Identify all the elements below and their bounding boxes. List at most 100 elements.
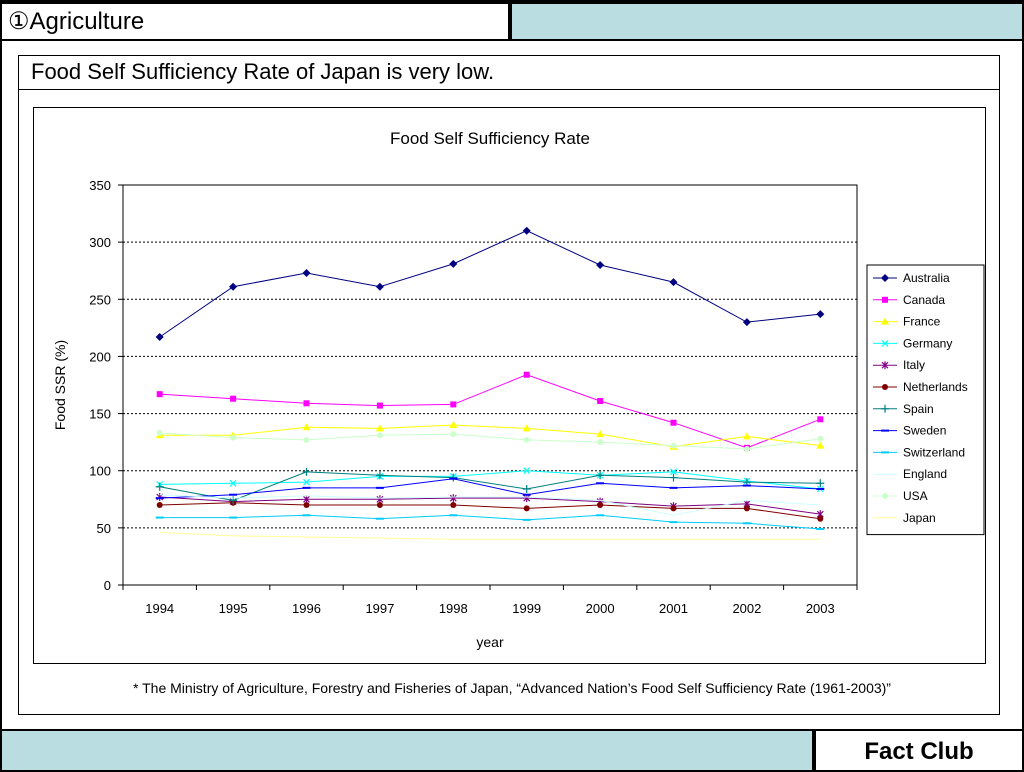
series-line-france	[159, 424, 821, 448]
footer-bar	[2, 731, 812, 770]
x-tick-label: 1998	[439, 601, 468, 616]
series-line-canada	[159, 374, 821, 449]
x-tick-label: 2001	[659, 601, 688, 616]
legend-marker-france	[881, 317, 889, 325]
y-tick-label: 300	[89, 235, 111, 250]
legend-label-france: France	[903, 315, 941, 329]
data-point-netherlands	[450, 502, 457, 508]
x-tick-label: 1997	[365, 601, 394, 616]
footer-brand: Fact Club	[864, 738, 974, 765]
data-point-canada	[670, 419, 677, 426]
data-point-france	[302, 423, 311, 431]
data-point-france	[375, 424, 384, 432]
header-left-bar	[2, 4, 508, 39]
series-line-england	[159, 494, 821, 516]
slide-headline-box: Food Self Sufficiency Rate of Japan is v…	[19, 56, 999, 90]
data-point-canada	[817, 416, 824, 423]
data-point-france	[596, 430, 605, 438]
footer-brand-box	[816, 731, 1022, 770]
slide-headline: Food Self Sufficiency Rate of Japan is v…	[31, 59, 495, 84]
data-point-canada	[230, 395, 237, 402]
data-point-australia	[449, 259, 458, 268]
legend-marker-australia	[881, 274, 889, 282]
data-point-france	[522, 424, 531, 432]
legend-marker-italy	[881, 361, 889, 370]
data-point-spain	[302, 467, 311, 476]
data-point-canada	[597, 398, 604, 404]
data-point-france	[449, 421, 458, 428]
data-point-spain	[449, 473, 458, 482]
data-point-canada	[156, 391, 163, 398]
x-tick-label: 2000	[586, 601, 615, 616]
data-point-australia	[596, 261, 605, 269]
data-point-canada	[376, 402, 383, 409]
y-tick-label: 350	[89, 178, 111, 193]
x-tick-label: 1995	[219, 601, 248, 616]
data-point-spain	[816, 479, 825, 488]
plot-area	[122, 184, 858, 586]
series-line-usa	[159, 432, 821, 450]
data-point-usa	[303, 436, 310, 443]
series-line-switzerland	[159, 514, 821, 530]
legend-marker-usa	[882, 493, 888, 499]
series-line-spain	[159, 471, 821, 501]
data-point-germany	[523, 467, 531, 475]
legend-marker-spain	[881, 404, 889, 413]
data-point-spain	[669, 473, 678, 482]
data-point-germany	[303, 478, 310, 486]
chart-frame: Food Self Sufficiency Rate 0 50 100 150 200 25…	[33, 107, 986, 664]
data-point-usa	[670, 442, 677, 449]
series-line-italy	[159, 496, 821, 515]
legend-label-netherlands: Netherlands	[903, 380, 968, 394]
data-point-italy	[449, 494, 457, 503]
legend-label-usa: USA	[903, 489, 928, 503]
data-point-canada	[523, 371, 530, 378]
legend-label-japan: Japan	[903, 511, 936, 525]
data-point-usa	[597, 439, 604, 446]
chart-title: Food Self Sufficiency Rate	[390, 129, 590, 148]
legend-label-canada: Canada	[903, 293, 945, 307]
legend-label-switzerland: Switzerland	[903, 445, 965, 459]
data-point-usa	[523, 436, 530, 443]
data-point-netherlands	[523, 505, 530, 512]
data-point-spain	[522, 485, 531, 493]
data-point-netherlands	[670, 505, 677, 512]
data-point-australia	[816, 310, 825, 319]
legend-marker-germany	[881, 339, 889, 347]
data-point-germany	[229, 479, 237, 487]
y-tick-label: 100	[89, 464, 111, 479]
x-tick-label: 2003	[806, 601, 835, 616]
data-point-australia	[155, 333, 164, 341]
y-tick-label: 250	[89, 292, 111, 307]
data-point-australia	[302, 269, 311, 277]
data-point-france	[816, 441, 825, 449]
data-point-netherlands	[303, 502, 310, 508]
series-line-sweden	[159, 478, 821, 499]
legend-marker-netherlands	[882, 384, 888, 390]
x-tick-label: 2002	[732, 601, 761, 616]
data-point-canada	[450, 401, 457, 408]
data-point-canada	[303, 400, 310, 407]
header-right-bar	[512, 4, 1022, 39]
data-point-germany	[670, 468, 677, 476]
x-tick-label: 1996	[292, 601, 321, 616]
data-point-australia	[229, 282, 238, 291]
legend-label-germany: Germany	[903, 336, 952, 350]
data-point-usa	[743, 446, 750, 452]
data-point-australia	[522, 226, 531, 235]
legend-label-england: England	[903, 467, 947, 481]
data-point-spain	[596, 471, 605, 480]
x-tick-label: 1994	[145, 601, 174, 616]
series-line-australia	[159, 230, 821, 338]
data-point-italy	[303, 495, 310, 504]
data-point-usa	[156, 430, 163, 436]
y-axis-label: Food SSR (%)	[52, 340, 68, 430]
source-note: * The Ministry of Agriculture, Forestry …	[133, 680, 891, 696]
x-tick-label: 1999	[512, 601, 541, 616]
data-point-netherlands	[376, 502, 383, 508]
data-point-australia	[742, 318, 751, 327]
data-point-spain	[155, 482, 164, 491]
data-point-australia	[669, 278, 678, 287]
legend-label-sweden: Sweden	[903, 424, 946, 438]
y-tick-label: 50	[97, 521, 111, 536]
